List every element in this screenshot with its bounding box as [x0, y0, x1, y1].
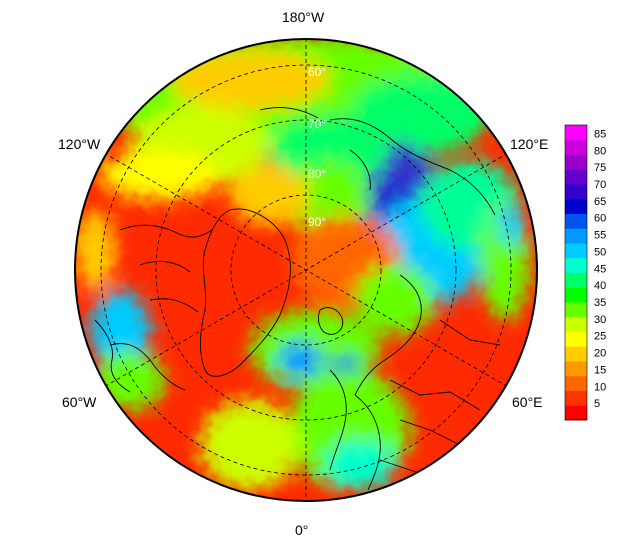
colorbar-tick-label: 45 [594, 263, 606, 275]
colorbar-swatch [565, 139, 587, 155]
lat-circle-70 [155, 119, 457, 421]
colorbar-tick-label: 60 [594, 213, 606, 225]
colorbar-tick-label: 80 [594, 145, 606, 157]
colorbar-swatch [565, 346, 587, 362]
lon-label-60e: 60°E [512, 394, 543, 410]
colorbar-swatch [565, 272, 587, 288]
greenland-coast [200, 208, 291, 377]
colorbar-swatch [565, 361, 587, 377]
colorbar-tick-label: 25 [594, 331, 606, 343]
colorbar-swatch [565, 198, 587, 214]
colorbar-tick-label: 35 [594, 297, 606, 309]
colorbar-swatch [565, 169, 587, 185]
data-field [75, 39, 537, 501]
lon-label-120e: 120°E [510, 136, 549, 152]
colorbar-swatch [565, 228, 587, 244]
canadian-arctic-coast [109, 224, 213, 391]
lon-label-60w: 60°W [62, 394, 97, 410]
colorbar-swatch [565, 243, 587, 259]
coastlines [94, 107, 501, 491]
lat-circle-60 [100, 64, 512, 476]
colorbar-swatch [565, 331, 587, 347]
siberia-coast [259, 107, 496, 216]
colorbar-tick-label: 40 [594, 280, 606, 292]
colorbar-tick-label: 5 [594, 398, 600, 410]
scandinavia-coast [329, 369, 381, 491]
colorbar-swatch [565, 213, 587, 229]
lon-label-120w: 120°W [58, 136, 101, 152]
colorbar-tick-label: 10 [594, 381, 606, 393]
eurasia-borders [379, 319, 501, 481]
meridian-120e-60w [103, 152, 509, 388]
colorbar-swatch [565, 316, 587, 332]
colorbar-tick-label: 65 [594, 196, 606, 208]
colorbar-swatch [565, 257, 587, 273]
colorbar-swatch [565, 375, 587, 391]
colorbar-swatch [565, 154, 587, 170]
colorbar-swatch [565, 390, 587, 406]
lat-label-70: 70° [308, 117, 326, 131]
colorbar-tick-label: 15 [594, 364, 606, 376]
colorbar: 85 80 75 70 65 60 55 50 45 40 35 30 25 20 15 10 5 [564, 124, 606, 421]
lon-label-180w: 180°W [282, 9, 325, 25]
colorbar-swatch [565, 184, 587, 200]
colorbar-swatch [565, 287, 587, 303]
lon-label-0: 0° [295, 522, 309, 538]
map-border [74, 38, 538, 502]
colorbar-swatch [565, 405, 587, 421]
lat-label-90: 90° [308, 215, 326, 229]
lat-label-60: 60° [308, 65, 326, 79]
colorbar-swatch [565, 125, 587, 141]
alaska-coast [94, 319, 131, 393]
colorbar-tick-label: 75 [594, 162, 606, 174]
colorbar-tick-label: 70 [594, 179, 606, 191]
colorbar-swatch [565, 302, 587, 318]
graticule [100, 39, 512, 501]
svalbard-coast [317, 307, 344, 335]
colorbar-tick-label: 20 [594, 348, 606, 360]
colorbar-tick-label: 55 [594, 230, 606, 242]
colorbar-tick-label: 30 [594, 314, 606, 326]
north-russia-coast [354, 274, 422, 396]
colorbar-tick-label: 85 [594, 128, 606, 140]
colorbar-frame [564, 124, 588, 421]
colorbar-tick-label: 50 [594, 246, 606, 258]
lat-label-80: 80° [308, 167, 326, 181]
